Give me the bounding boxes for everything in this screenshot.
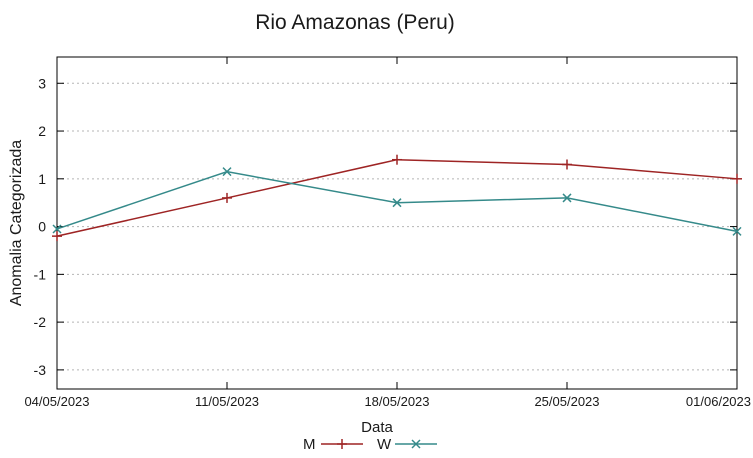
plot-border [56, 56, 738, 390]
series-marker-W [52, 224, 62, 234]
series-line-M [56, 158, 738, 237]
series-marker-W [562, 193, 572, 203]
series-line-W [56, 170, 738, 233]
y-axis-label: Anomalia Categorizada [8, 140, 25, 306]
legend-label-W: W [377, 436, 392, 453]
y-tick-label: 0 [38, 219, 46, 235]
x-tick-label: 18/05/2023 [364, 394, 429, 409]
plot-area: -3 -2 -1 0 1 2 3 04/05/2023 11/05/2023 18/05/2023… [24, 56, 751, 453]
y-tick-label: 2 [38, 123, 46, 139]
x-axis-label: Data [361, 419, 393, 436]
x-tick-label: 25/05/2023 [534, 394, 599, 409]
series-marker-W [222, 167, 232, 177]
legend-label-M: M [303, 436, 316, 453]
y-tick-label: -3 [34, 362, 47, 378]
x-tick-label: 04/05/2023 [24, 394, 89, 409]
series-marker-W [392, 198, 402, 208]
y-tick-label: -2 [34, 314, 47, 330]
legend-marker-W [411, 439, 421, 449]
chart-title: Rio Amazonas (Peru) [255, 11, 455, 34]
y-tick-label: -1 [34, 266, 47, 282]
x-tick-label: 11/05/2023 [195, 394, 259, 409]
y-tick-label: 1 [38, 171, 46, 187]
y-tick-label: 3 [38, 75, 46, 91]
series-marker-W [732, 226, 742, 236]
x-tick-label: 01/06/2023 [686, 394, 751, 409]
